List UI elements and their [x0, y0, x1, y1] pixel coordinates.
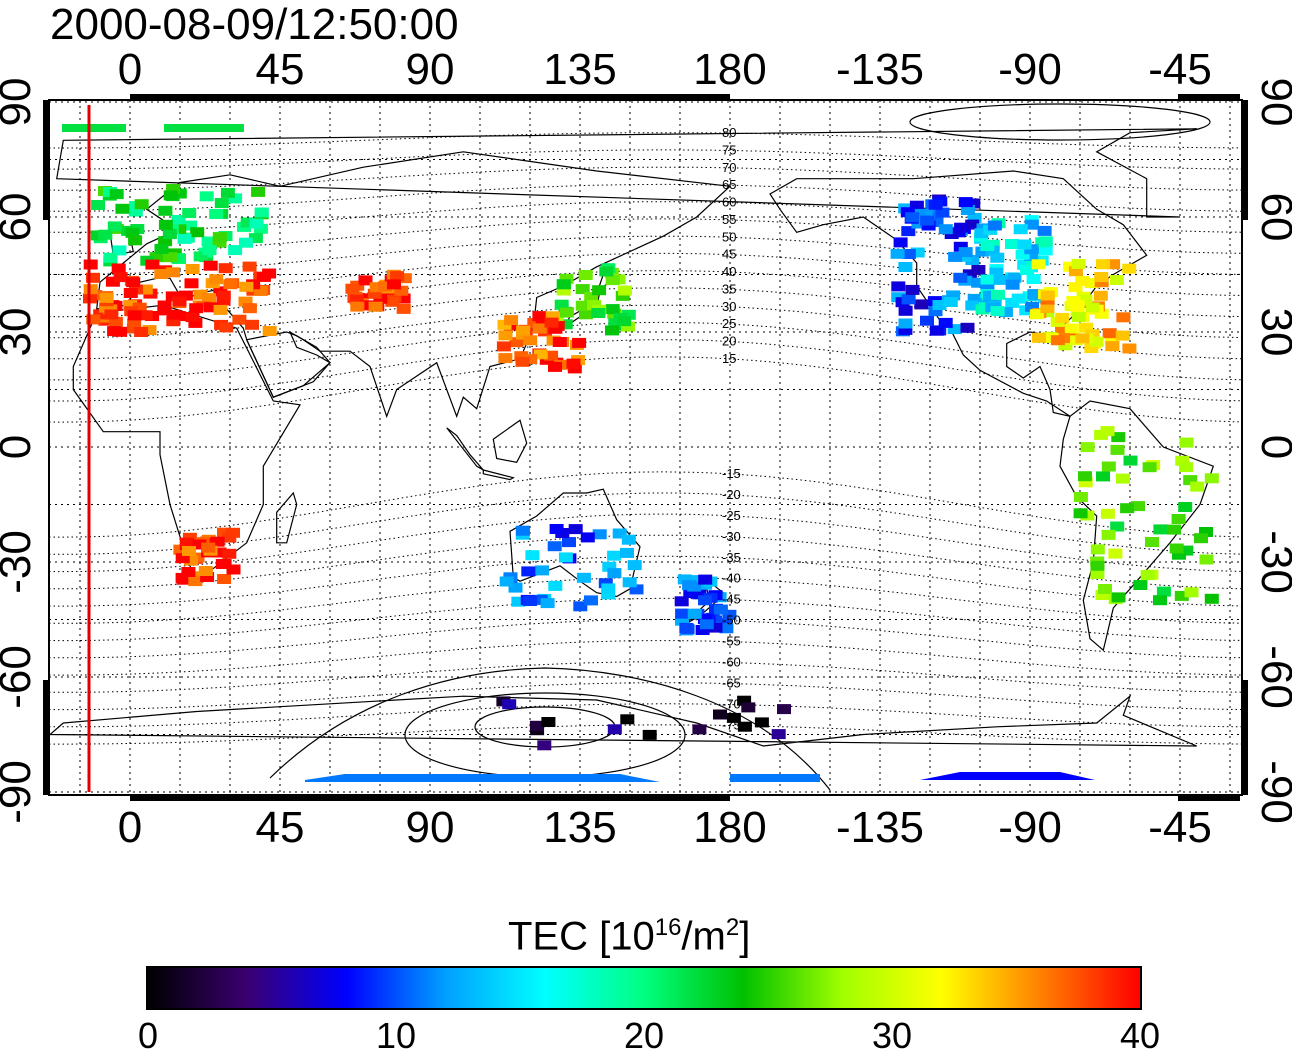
lon-tick-top: -45	[1148, 45, 1212, 94]
mlat-label: 20	[722, 334, 736, 349]
lat-tick-left: 0	[0, 435, 40, 459]
lat-tick-right: -30	[1252, 530, 1292, 594]
lon-tick-bottom: 135	[543, 803, 616, 852]
lat-tick-right: 30	[1252, 308, 1292, 357]
colorbar	[146, 966, 1142, 1010]
frame-strip-bottom	[130, 795, 730, 801]
lat-tick-right: 60	[1252, 193, 1292, 242]
mlat-label: 25	[722, 316, 736, 331]
mlat-label: -75	[722, 718, 741, 733]
mlat-label: -70	[722, 697, 741, 712]
lon-tick-bottom: 90	[406, 803, 455, 852]
lon-tick-top: -90	[998, 45, 1062, 94]
lat-tick-left: 90	[0, 78, 40, 127]
frame-strip-left	[43, 100, 49, 220]
mlat-label: -45	[722, 592, 741, 607]
frame-strip-bottom-2	[1178, 795, 1240, 801]
frame-strip-right	[1242, 100, 1248, 220]
mlat-label: 55	[722, 212, 736, 227]
lat-tick-right: -90	[1252, 760, 1292, 824]
colorbar-title-suffix: ]	[739, 914, 751, 959]
colorbar-tick-label: 0	[137, 1015, 159, 1056]
mlat-label: -40	[722, 571, 741, 586]
mlat-label: 15	[722, 351, 736, 366]
lat-tick-right: -60	[1252, 645, 1292, 709]
axis-ticks: 0 45 90 135 180 -135 -90 -450 45 90 135 180 -135 -90-…	[0, 45, 1292, 852]
magnetic-latitude-labels: 80 75 70 65 60 55 50 45 40 35 30 25 20 15 -15 -20 -25 -30…	[722, 125, 741, 732]
lon-tick-bottom: 45	[256, 803, 305, 852]
tec-observations	[62, 124, 1219, 782]
frame-strip-top-2	[1178, 94, 1240, 100]
frame-strip-top	[130, 94, 730, 100]
mlat-label: -25	[722, 508, 741, 523]
mlat-label: 35	[722, 281, 736, 296]
lon-tick-bottom: 0	[118, 803, 142, 852]
lon-tick-bottom: -90	[998, 803, 1062, 852]
colorbar-title: TEC [1016/m2]	[508, 905, 750, 959]
mlat-label: 30	[722, 299, 736, 314]
lon-tick-top: 90	[406, 45, 455, 94]
colorbar-title-prefix: TEC [10	[508, 914, 655, 959]
colorbar-title-exponent-2: 2	[725, 914, 740, 941]
mlat-label: -35	[722, 550, 741, 565]
lon-tick-top: -135	[836, 45, 924, 94]
colorbar-tick-label: 30	[871, 1015, 913, 1056]
mlat-label: -65	[722, 676, 741, 691]
colorbar-title-unit: /m	[681, 914, 726, 959]
mlat-label: 75	[722, 143, 736, 158]
frame-strip-right-2	[1242, 680, 1248, 795]
frame-strip-left-2	[43, 680, 49, 795]
mlat-label: 50	[722, 229, 736, 244]
timestamp-title: 2000-08-09/12:50:00	[50, 0, 459, 49]
lat-tick-left: 30	[0, 308, 40, 357]
colorbar-title-exponent: 16	[654, 914, 682, 941]
lon-tick-top: 135	[543, 45, 616, 94]
lat-tick-left: 60	[0, 193, 40, 242]
tec-world-map: 0 45 90 135 180 -135 -90 -450 45 90 135 180 -135 -90-…	[0, 45, 1292, 852]
lon-tick-bottom: -45	[1148, 803, 1212, 852]
colorbar-tick-label: 10	[375, 1015, 417, 1056]
lon-tick-top: 0	[118, 45, 142, 94]
mlat-label: -60	[722, 655, 741, 670]
mlat-label: -55	[722, 634, 741, 649]
lat-tick-right: 90	[1252, 78, 1292, 127]
colorbar-tick-label: 40	[1119, 1015, 1161, 1056]
lon-tick-bottom: 180	[693, 803, 766, 852]
lon-tick-top: 180	[693, 45, 766, 94]
mlat-label: 60	[722, 195, 736, 210]
lat-tick-left: -90	[0, 760, 40, 824]
mlat-label: 80	[722, 125, 736, 140]
lon-tick-top: 45	[256, 45, 305, 94]
mlat-label: -30	[722, 529, 741, 544]
mlat-label: 65	[722, 177, 736, 192]
lat-tick-left: -30	[0, 530, 40, 594]
lat-tick-right: 0	[1252, 435, 1292, 459]
mlat-label: -50	[722, 613, 741, 628]
mlat-label: 45	[722, 247, 736, 262]
lat-tick-left: -60	[0, 645, 40, 709]
colorbar-tick-label: 20	[623, 1015, 665, 1056]
mlat-label: -20	[722, 487, 741, 502]
mlat-label: 70	[722, 160, 736, 175]
mlat-label: -15	[722, 466, 741, 481]
lon-tick-bottom: -135	[836, 803, 924, 852]
mlat-label: 40	[722, 264, 736, 279]
